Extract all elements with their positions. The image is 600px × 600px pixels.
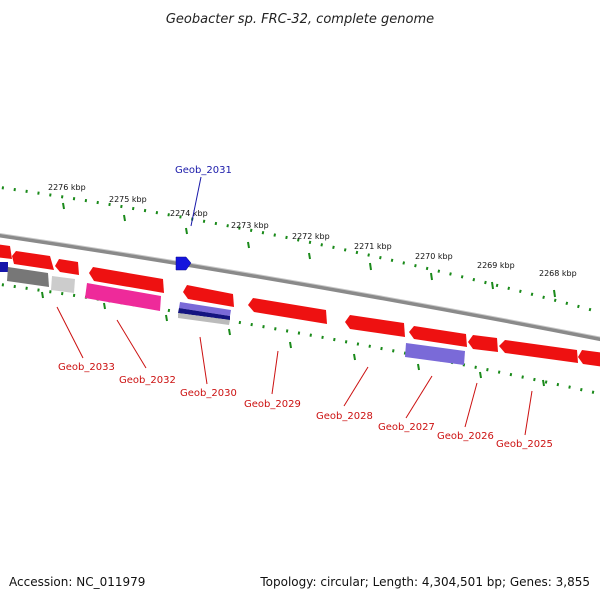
gene-arrow[interactable]: [0, 244, 12, 259]
map-title: Geobacter sp. FRC-32, complete genome: [166, 12, 434, 27]
gene-label-geob-2033: Geob_2033: [58, 362, 115, 373]
ruler-label: 2274 kbp: [170, 209, 208, 218]
gene-block[interactable]: [179, 302, 231, 316]
gene-arrow[interactable]: [499, 340, 578, 363]
gene-arrow[interactable]: [55, 259, 79, 275]
ruler-label: 2270 kbp: [415, 252, 453, 261]
gene-arrow[interactable]: [345, 315, 405, 337]
reverse-strand-genes: [0, 244, 600, 367]
label-leaders: [56, 176, 533, 436]
ruler-label: 2268 kbp: [539, 269, 577, 278]
ruler-label: 2272 kbp: [292, 232, 330, 241]
gene-block[interactable]: [405, 343, 465, 365]
genome-summary-text: Topology: circular; Length: 4,304,501 bp…: [259, 575, 590, 589]
ruler-label: 2275 kbp: [109, 195, 147, 204]
gene-block[interactable]: [51, 276, 75, 293]
inner-major-ticks: [41, 291, 545, 387]
ruler-label: 2276 kbp: [48, 183, 86, 192]
gene-arrow[interactable]: [248, 298, 327, 324]
outer-major-ticks: [62, 202, 556, 298]
gene-label-geob-2030: Geob_2030: [180, 388, 237, 399]
ruler-label: 2269 kbp: [477, 261, 515, 270]
genome-backbone: [0, 233, 600, 342]
gene-arrow[interactable]: [468, 335, 498, 352]
accession-text: Accession: NC_011979: [9, 575, 145, 589]
gene-label-geob-2026: Geob_2026: [437, 431, 494, 442]
forward-strand-genes: [175, 256, 192, 271]
gene-arrow[interactable]: [89, 267, 164, 293]
inner-strand-genes: [0, 262, 465, 365]
gene-label-geob-2029: Geob_2029: [244, 399, 301, 410]
gene-block[interactable]: [85, 283, 161, 311]
gene-arrow[interactable]: [409, 326, 467, 347]
gene-block[interactable]: [7, 267, 49, 287]
gene-arrow[interactable]: [183, 285, 234, 307]
ruler-label: 2273 kbp: [231, 221, 269, 230]
gene-blue-marker[interactable]: [175, 256, 192, 271]
gene-block[interactable]: [178, 308, 230, 320]
gene-block[interactable]: [0, 262, 8, 272]
gene-label-geob-2025: Geob_2025: [496, 439, 553, 450]
gene-label-geob-2031: Geob_2031: [175, 165, 232, 176]
gene-label-geob-2032: Geob_2032: [119, 375, 176, 386]
gene-label-geob-2028: Geob_2028: [316, 411, 373, 422]
gene-block[interactable]: [178, 313, 230, 325]
ruler-label: 2271 kbp: [354, 242, 392, 251]
gene-arrow[interactable]: [12, 251, 54, 270]
gene-arrow[interactable]: [578, 350, 600, 367]
inner-ruler-track: [0, 282, 600, 396]
gene-label-geob-2027: Geob_2027: [378, 422, 435, 433]
